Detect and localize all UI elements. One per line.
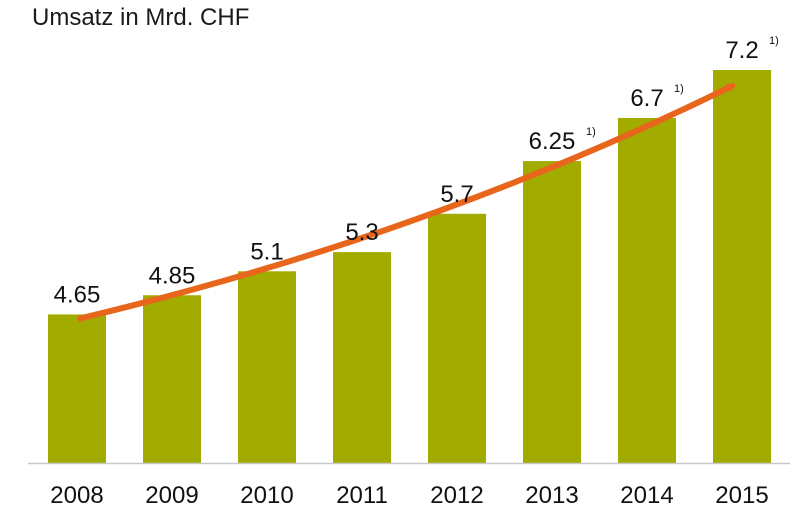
value-label-2014: 6.7 [630,85,663,112]
x-tick-2010: 2010 [240,482,293,509]
x-tick-2011: 2011 [336,482,388,509]
bar-2013 [523,161,581,463]
trend-arrow [77,83,737,322]
value-labels-group: 4.65 4.85 5.1 5.3 5.7 6.25 1) 6.7 1) 7.2 1) [54,35,779,308]
x-axis-ticks-group: 2008 2009 2010 2011 2012 2013 2014 2015 [50,482,768,509]
value-label-2010: 5.1 [250,238,283,265]
bar-2010 [238,271,296,463]
bars-group [48,70,771,464]
chart-title: Umsatz in Mrd. CHF [32,4,250,31]
value-label-2008: 4.65 [54,281,101,308]
value-label-2015: 7.2 [725,37,758,64]
trend-arrow-group [77,83,737,322]
footnote-marker-2014: 1) [674,83,684,95]
value-label-2013: 6.25 [529,128,576,155]
bar-2015 [713,70,771,463]
footnote-marker-2013: 1) [586,126,596,138]
value-label-2011: 5.3 [345,219,378,246]
x-tick-2013: 2013 [525,482,578,509]
x-tick-2015: 2015 [715,482,768,509]
bar-2014 [618,117,676,464]
x-tick-2009: 2009 [145,482,198,509]
footnote-marker-2015: 1) [769,35,779,47]
bar-2009 [143,295,201,463]
value-label-2012: 5.7 [440,181,473,208]
bar-2011 [333,252,391,463]
x-tick-2008: 2008 [50,482,103,509]
bar-2012 [428,213,486,463]
value-label-2009: 4.85 [149,262,196,289]
x-tick-2014: 2014 [620,482,673,509]
bar-2008 [48,314,106,463]
x-tick-2012: 2012 [430,482,483,509]
